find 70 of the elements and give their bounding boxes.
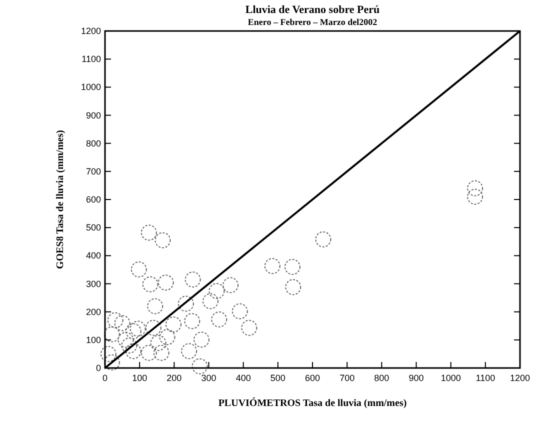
point — [147, 298, 164, 314]
point — [121, 338, 138, 354]
point — [159, 329, 176, 346]
point — [104, 326, 120, 342]
point — [140, 224, 157, 241]
point — [184, 272, 201, 288]
x-tick-label: 600 — [304, 373, 320, 383]
chart-subtitle: Enero – Febrero – Marzo del2002 — [248, 17, 378, 27]
point — [130, 320, 146, 337]
point — [145, 320, 162, 336]
point — [130, 261, 147, 278]
chart-title: Lluvia de Verano sobre Perú — [245, 4, 380, 16]
point — [264, 258, 280, 274]
point — [241, 320, 258, 336]
point — [202, 293, 218, 310]
y-tick-label: 200 — [86, 306, 101, 317]
point — [178, 296, 194, 312]
point — [315, 231, 332, 248]
x-tick-label: 1100 — [476, 373, 496, 383]
point — [184, 313, 200, 330]
y-axis-title: GOES8 Tasa de lluvia (mm/mes) — [55, 130, 66, 269]
point — [467, 188, 484, 205]
point — [285, 279, 302, 296]
y-tick-label: 0 — [96, 363, 101, 373]
point — [114, 315, 130, 332]
y-tick-label: 400 — [86, 250, 101, 261]
y-tick-label: 600 — [86, 194, 101, 204]
point — [181, 343, 198, 360]
point — [284, 258, 300, 275]
x-axis-title: PLUVIÓMETROS Tasa de lluvia (mm/mes) — [218, 397, 407, 409]
point — [165, 316, 182, 332]
point — [154, 232, 171, 248]
x-tick-label: 1200 — [510, 373, 530, 383]
point — [107, 312, 124, 328]
point — [118, 332, 134, 348]
y-tick-label: 1200 — [80, 26, 101, 36]
point — [192, 358, 208, 374]
x-tick-label: 900 — [408, 373, 424, 383]
point — [104, 354, 120, 370]
y-tick-label: 300 — [86, 278, 101, 289]
point — [232, 303, 248, 320]
x-tick-label: 100 — [132, 373, 148, 383]
y-tick-label: 100 — [86, 334, 101, 345]
point — [467, 180, 484, 196]
x-tick-label: 0 — [102, 373, 108, 383]
x-tick-label: 800 — [374, 373, 390, 383]
point — [142, 276, 158, 292]
y-tick-label: 1100 — [82, 54, 101, 64]
x-tick-label: 1000 — [440, 373, 461, 383]
y-tick-label: 800 — [86, 138, 101, 148]
point — [150, 335, 166, 352]
point — [153, 344, 170, 361]
point — [193, 332, 210, 348]
y-tick-label: 1000 — [80, 82, 101, 92]
y-tick-label: 500 — [86, 222, 101, 233]
point — [222, 277, 239, 294]
point — [158, 274, 174, 291]
x-tick-label: 700 — [340, 373, 355, 383]
point — [140, 344, 157, 361]
point — [208, 283, 225, 300]
point — [125, 323, 142, 340]
y-tick-label: 900 — [86, 110, 101, 120]
point — [211, 311, 228, 328]
point — [100, 346, 116, 362]
point — [125, 343, 142, 360]
x-tick-label: 400 — [236, 373, 251, 383]
y-tick-label: 700 — [86, 166, 101, 176]
x-tick-label: 500 — [270, 373, 286, 383]
x-tick-label: 300 — [201, 373, 216, 383]
x-tick-label: 200 — [166, 373, 182, 383]
